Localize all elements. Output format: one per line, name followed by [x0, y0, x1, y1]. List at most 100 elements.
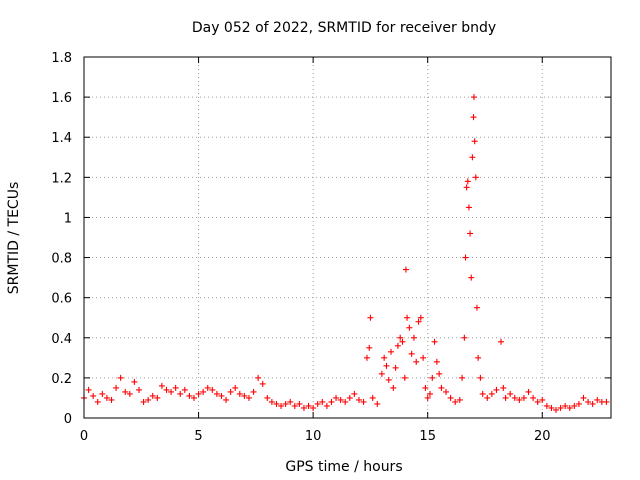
data-point [488, 390, 495, 397]
data-point [548, 404, 555, 411]
data-point [399, 338, 406, 345]
data-point [378, 370, 385, 377]
data-point [507, 390, 514, 397]
data-point [383, 362, 390, 369]
data-point [404, 314, 411, 321]
data-point [158, 382, 165, 389]
data-point [385, 376, 392, 383]
data-point [236, 390, 243, 397]
data-point [562, 402, 569, 409]
data-point [232, 384, 239, 391]
data-point [557, 404, 564, 411]
data-point [177, 390, 184, 397]
data-point [300, 404, 307, 411]
plot-frame [83, 56, 612, 419]
data-point [278, 402, 285, 409]
data-point [209, 386, 216, 393]
data-point [200, 388, 207, 395]
data-point [117, 374, 124, 381]
y-tick-label: 1.8 [51, 51, 72, 66]
data-point [99, 390, 106, 397]
data-point [140, 398, 147, 405]
y-tick-label: 0.2 [51, 372, 72, 387]
data-point [223, 396, 230, 403]
x-tick-label: 5 [194, 429, 202, 444]
data-point [530, 394, 537, 401]
data-point [291, 402, 298, 409]
data-point [90, 392, 97, 399]
data-point [181, 386, 188, 393]
data-point [264, 394, 271, 401]
data-point [424, 394, 431, 401]
data-point [227, 388, 234, 395]
y-tick-label: 1 [64, 211, 72, 226]
data-point [426, 390, 433, 397]
data-point [131, 378, 138, 385]
data-point [381, 354, 388, 361]
y-tick-label: 0 [64, 412, 72, 427]
data-point [366, 344, 373, 351]
data-point [163, 386, 170, 393]
data-point [218, 392, 225, 399]
data-point [479, 390, 486, 397]
data-point [351, 390, 358, 397]
data-point [553, 406, 560, 413]
data-point [406, 324, 413, 331]
data-point [471, 138, 478, 145]
data-point [456, 396, 463, 403]
data-point [603, 398, 610, 405]
data-point [534, 398, 541, 405]
data-point [464, 178, 471, 185]
data-point [190, 394, 197, 401]
data-point [566, 404, 573, 411]
data-point [402, 266, 409, 273]
data-point [470, 94, 477, 101]
data-point [145, 396, 152, 403]
data-point [287, 398, 294, 405]
data-point [420, 354, 427, 361]
data-point [369, 394, 376, 401]
x-axis-label: GPS time / hours [285, 459, 402, 475]
data-point [469, 154, 476, 161]
data-point [168, 388, 175, 395]
data-point [571, 402, 578, 409]
x-tick-label: 20 [534, 429, 551, 444]
data-point [367, 314, 374, 321]
y-tick-label: 1.6 [51, 91, 72, 106]
data-point [408, 350, 415, 357]
data-point [126, 390, 133, 397]
data-point [154, 394, 161, 401]
data-point [346, 394, 353, 401]
data-point [594, 396, 601, 403]
data-point [337, 396, 344, 403]
data-point [333, 394, 340, 401]
data-point [468, 274, 475, 281]
data-point [498, 338, 505, 345]
data-point [390, 384, 397, 391]
x-tick-label: 0 [80, 429, 88, 444]
data-point [397, 334, 404, 341]
data-point [186, 392, 193, 399]
data-point [195, 390, 202, 397]
data-point [250, 388, 257, 395]
y-tick-label: 0.4 [51, 332, 72, 347]
data-point [525, 388, 532, 395]
data-point [355, 396, 362, 403]
data-point [259, 380, 266, 387]
data-point [282, 400, 289, 407]
data-point [452, 398, 459, 405]
data-point [543, 402, 550, 409]
data-point [103, 394, 110, 401]
y-axis-label: SRMTID / TECUs [6, 182, 22, 295]
data-point [122, 388, 129, 395]
data-point [502, 394, 509, 401]
data-point [363, 354, 370, 361]
data-point [85, 386, 92, 393]
data-point [204, 384, 211, 391]
data-point [241, 392, 248, 399]
data-point [472, 174, 479, 181]
data-point [585, 398, 592, 405]
data-point [392, 364, 399, 371]
data-point [589, 400, 596, 407]
